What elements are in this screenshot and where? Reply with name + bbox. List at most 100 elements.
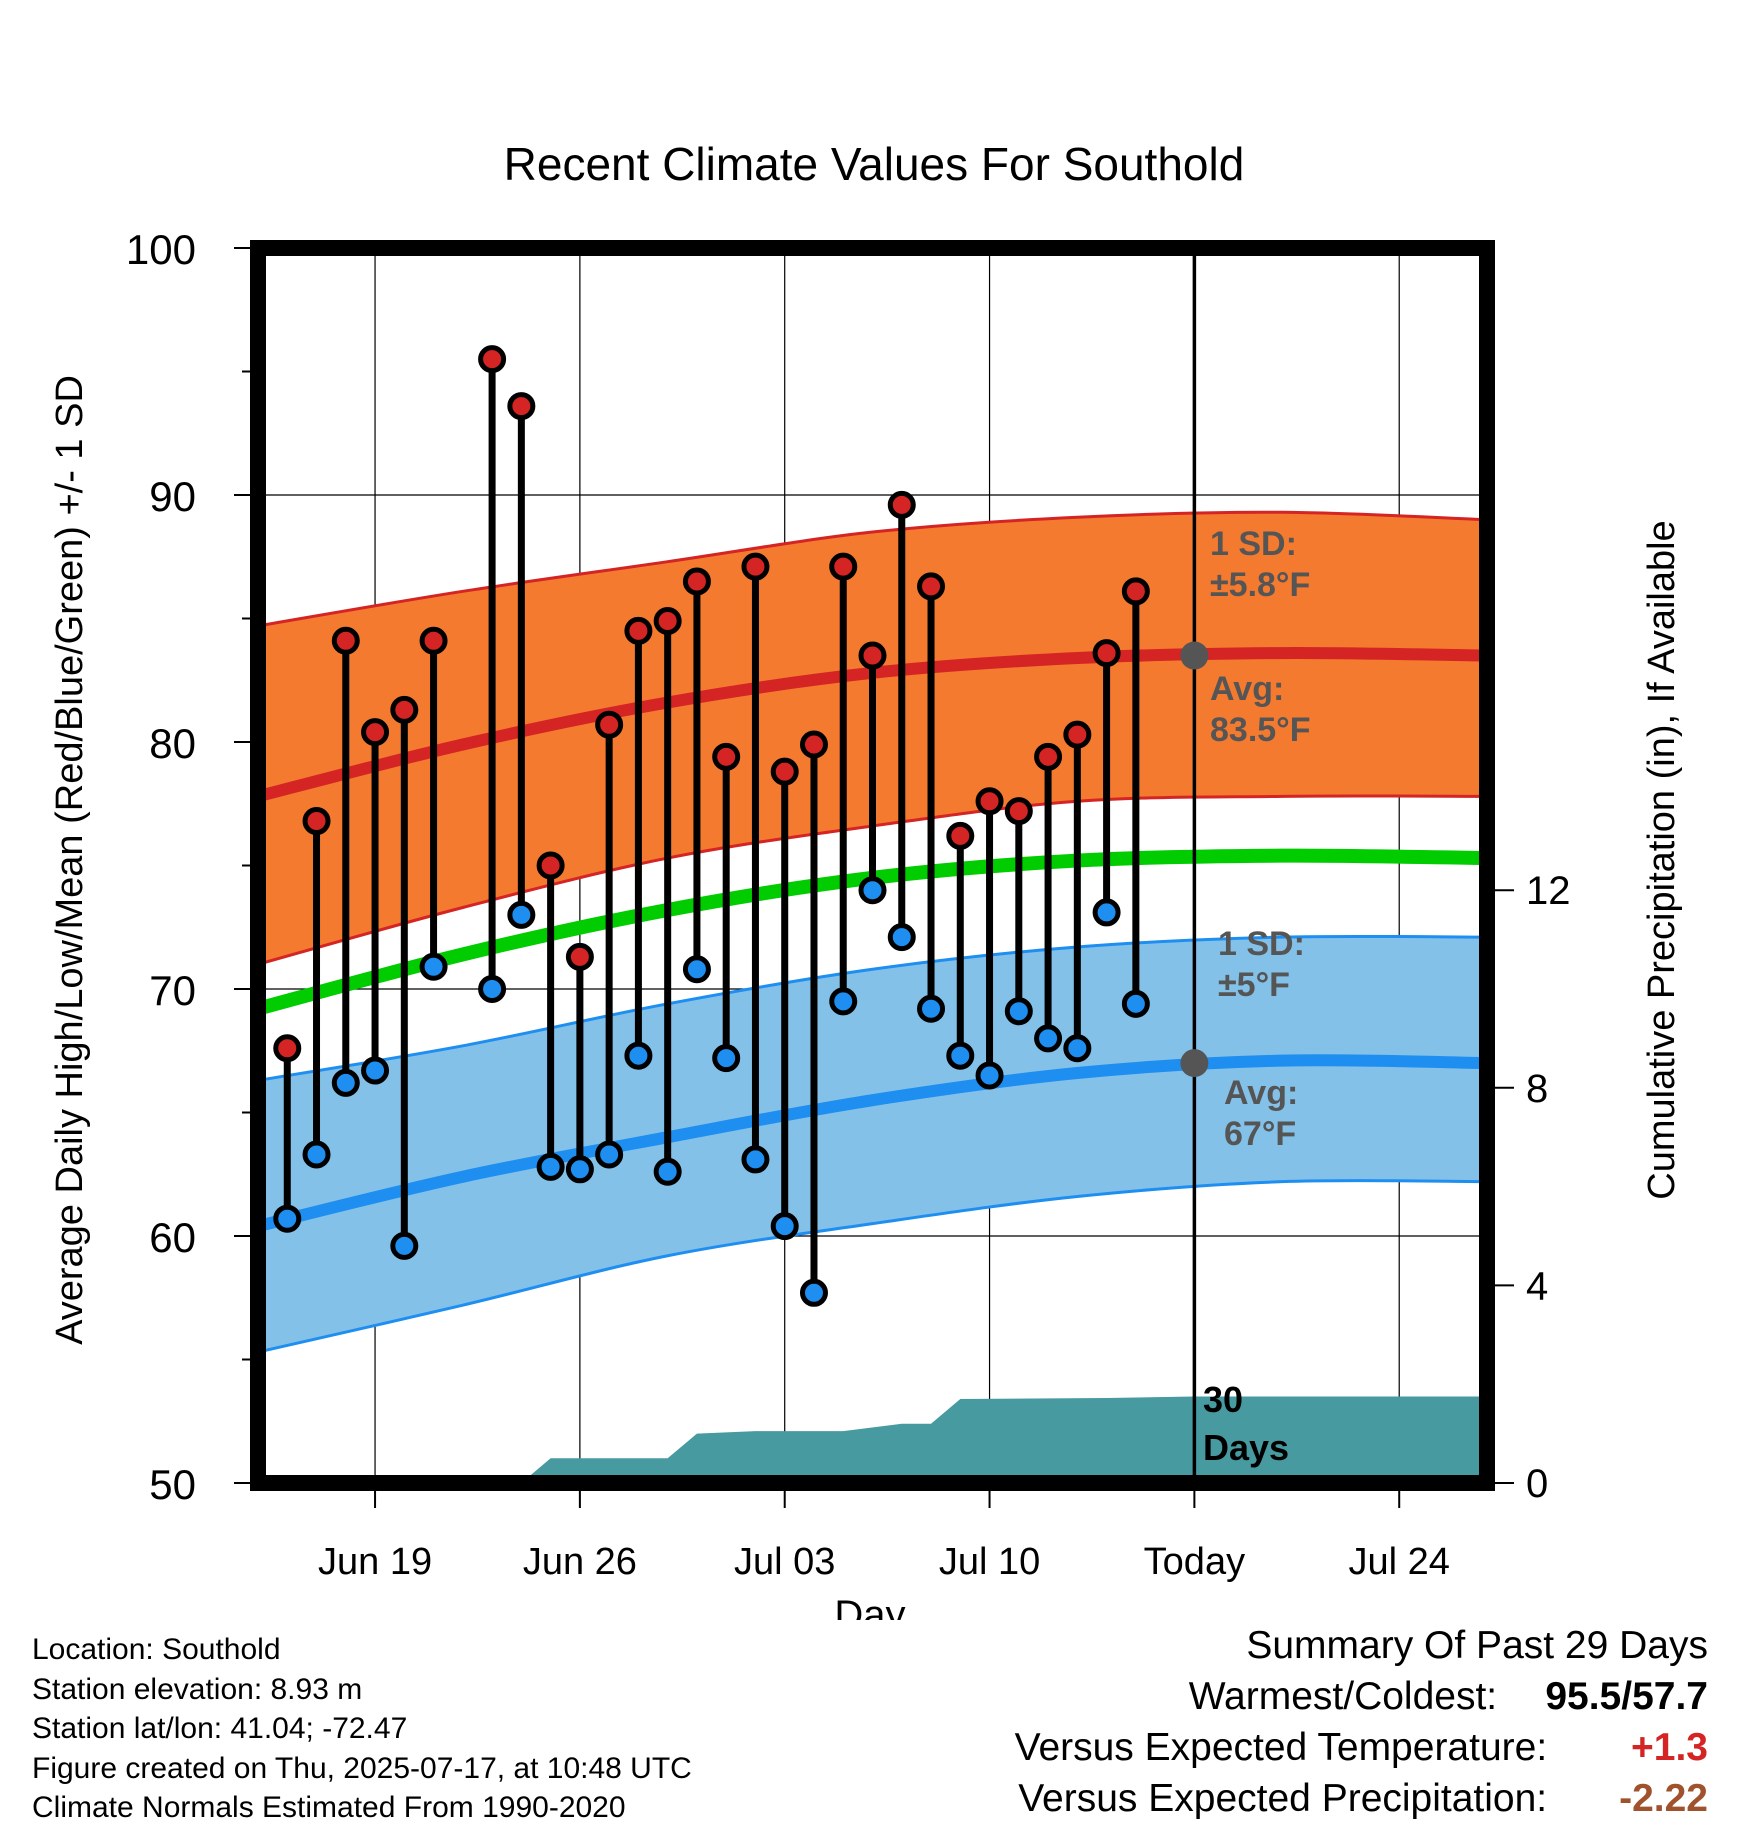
daily-low-point-7 xyxy=(507,900,536,929)
daily-high-point-11 xyxy=(624,616,653,645)
daily-high-point-5 xyxy=(419,626,448,655)
daily-low-point-17 xyxy=(799,1278,828,1307)
daily-low-point-24 xyxy=(1004,997,1033,1026)
daily-low-point-13 xyxy=(682,955,711,984)
daily-low-point-21 xyxy=(917,994,946,1023)
today-low-avg-marker xyxy=(1180,1049,1209,1078)
summary-precip-value: -2.22 xyxy=(1619,1777,1708,1820)
low-sd-lower-line xyxy=(257,1179,1488,1354)
today-high-avg-marker xyxy=(1180,641,1209,670)
low-sd-upper-line xyxy=(257,934,1488,1082)
daily-high-point-20 xyxy=(887,490,916,519)
plot-frame xyxy=(250,240,1495,1491)
daily-low-point-6 xyxy=(478,975,507,1003)
summary-warmest-label: Warmest/Coldest: xyxy=(1188,1675,1498,1718)
daily-low-point-2 xyxy=(331,1068,360,1097)
daily-low-point-22 xyxy=(946,1041,975,1070)
daily-high-point-9 xyxy=(565,942,594,971)
high-sd-label: 1 SD: xyxy=(1210,525,1297,563)
daily-low-point-0 xyxy=(273,1204,302,1233)
days-label-text: Days xyxy=(1203,1427,1289,1468)
summary-warmest-row: Warmest/Coldest: 95.5/57.7 xyxy=(1015,1671,1708,1722)
info-elevation: Station elevation: 8.93 m xyxy=(32,1672,363,1706)
daily-low-point-5 xyxy=(419,952,448,981)
daily-high-point-16 xyxy=(770,757,799,786)
daily-high-point-14 xyxy=(712,742,741,771)
info-latlon: Station lat/lon: 41.04; -72.47 xyxy=(32,1712,408,1745)
info-created: Figure created on Thu, 2025-07-17, at 10… xyxy=(32,1751,692,1785)
daily-low-point-23 xyxy=(975,1061,1004,1090)
daily-low-point-3 xyxy=(361,1056,390,1085)
summary-title: Summary Of Past 29 Days xyxy=(1246,1624,1708,1667)
daily-low-point-19 xyxy=(858,876,887,905)
normal-low-line xyxy=(256,1054,1488,1232)
low-sd-label: 1 SD: xyxy=(1218,925,1305,963)
daily-high-point-27 xyxy=(1092,639,1121,668)
daily-high-point-7 xyxy=(507,392,536,421)
high-avg-label: Avg: xyxy=(1210,670,1284,708)
summary-panel: Summary Of Past 29 Days Warmest/Coldest:… xyxy=(1015,1620,1708,1824)
right-tick-label-3: 12 xyxy=(1526,869,1571,913)
info-normals: Climate Normals Estimated From 1990-2020 xyxy=(32,1791,626,1824)
x-tick-label-2: Jul 03 xyxy=(734,1541,835,1583)
daily-high-point-28 xyxy=(1121,577,1150,606)
daily-low-point-28 xyxy=(1121,989,1150,1018)
daily-low-point-20 xyxy=(887,923,916,952)
daily-low-point-4 xyxy=(390,1231,419,1260)
daily-low-point-10 xyxy=(595,1140,624,1169)
low-avg-value: 67°F xyxy=(1224,1115,1296,1153)
summary-precip-row: Versus Expected Precipitation: -2.22 xyxy=(1015,1773,1708,1824)
summary-temp-label: Versus Expected Temperature: xyxy=(1014,1726,1548,1769)
climate-chart: Recent Climate Values For Southold 1 SD:… xyxy=(49,138,1683,1620)
daily-high-point-12 xyxy=(653,606,682,635)
left-tick-label-3: 80 xyxy=(149,720,196,767)
daily-low-point-1 xyxy=(302,1140,331,1169)
summary-temp-row: Versus Expected Temperature: +1.3 xyxy=(1015,1722,1708,1773)
daily-high-point-26 xyxy=(1063,720,1092,749)
daily-low-point-11 xyxy=(624,1041,653,1070)
daily-low-point-18 xyxy=(829,987,858,1016)
daily-high-point-3 xyxy=(361,718,390,747)
days-label-number: 30 xyxy=(1203,1379,1243,1420)
x-axis-label: Day xyxy=(834,1593,905,1620)
left-tick-label-1: 60 xyxy=(149,1214,196,1261)
chart-title: Recent Climate Values For Southold xyxy=(504,138,1245,190)
daily-high-point-10 xyxy=(595,710,624,739)
x-tick-label-0: Jun 19 xyxy=(318,1541,432,1583)
low-avg-label: Avg: xyxy=(1224,1074,1298,1112)
daily-high-point-8 xyxy=(536,851,565,880)
high-avg-value: 83.5°F xyxy=(1210,711,1311,749)
high-sd-upper-line xyxy=(257,510,1488,628)
daily-high-point-17 xyxy=(799,730,828,759)
station-info: Location: Southold Station elevation: 8.… xyxy=(32,1630,692,1828)
daily-low-point-26 xyxy=(1063,1034,1092,1063)
daily-low-point-12 xyxy=(653,1157,682,1186)
daily-high-point-6 xyxy=(478,345,507,374)
y-axis-right-label: Cumulative Precipitation (in), If Availa… xyxy=(1641,520,1683,1199)
daily-low-point-9 xyxy=(565,1155,594,1184)
daily-low-point-15 xyxy=(741,1145,770,1174)
daily-high-point-15 xyxy=(741,552,770,581)
precipitation-area xyxy=(258,1396,1487,1483)
daily-low-point-14 xyxy=(712,1044,741,1073)
daily-high-point-22 xyxy=(946,821,975,850)
right-tick-label-0: 0 xyxy=(1526,1462,1548,1506)
daily-high-point-21 xyxy=(917,572,946,601)
left-tick-label-2: 70 xyxy=(149,967,196,1014)
x-tick-label-5: Jul 24 xyxy=(1349,1541,1450,1583)
summary-warmest-value: 95.5/57.7 xyxy=(1545,1675,1708,1718)
daily-high-point-13 xyxy=(682,567,711,596)
right-tick-label-2: 8 xyxy=(1526,1067,1548,1111)
daily-high-point-0 xyxy=(273,1034,302,1063)
daily-high-point-23 xyxy=(975,787,1004,816)
left-tick-label-5: 100 xyxy=(126,226,196,273)
low-sd-band xyxy=(258,936,1487,1353)
daily-low-point-25 xyxy=(1034,1024,1063,1053)
left-tick-label-4: 90 xyxy=(149,473,196,520)
daily-high-point-2 xyxy=(331,626,360,655)
x-tick-label-3: Jul 10 xyxy=(939,1541,1040,1583)
daily-high-point-4 xyxy=(390,695,419,724)
summary-temp-value: +1.3 xyxy=(1631,1726,1708,1769)
daily-low-point-16 xyxy=(770,1212,799,1241)
